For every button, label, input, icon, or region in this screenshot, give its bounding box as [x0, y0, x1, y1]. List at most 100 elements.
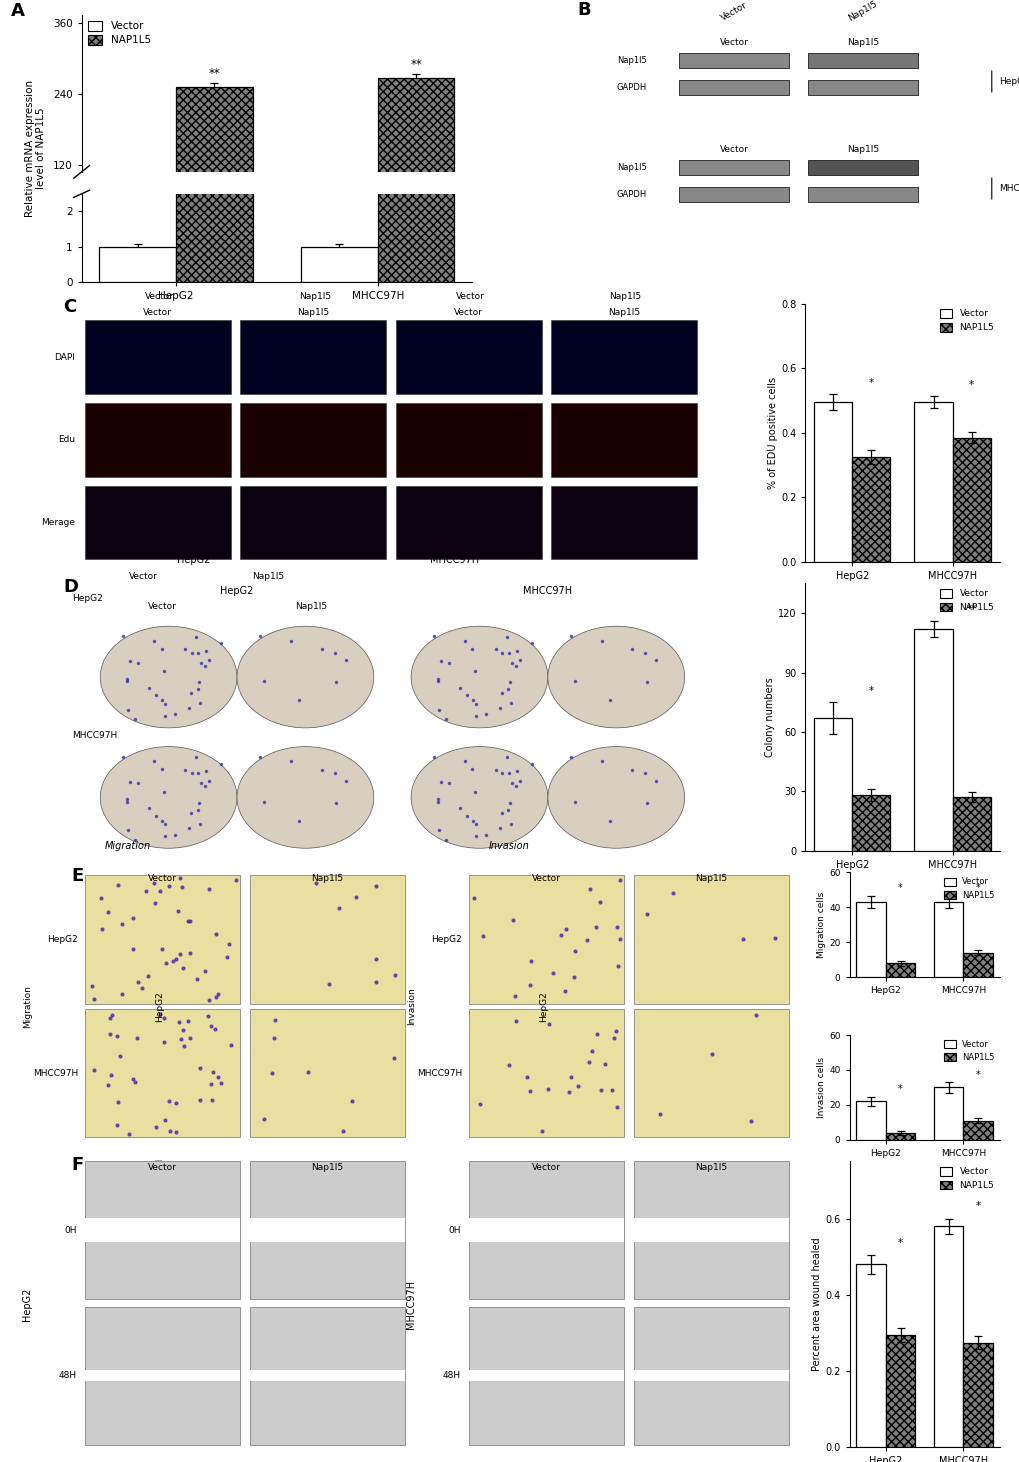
Ellipse shape	[411, 747, 547, 848]
Text: HepG2: HepG2	[999, 77, 1019, 86]
Bar	[807, 80, 917, 95]
Bar	[633, 1218, 789, 1243]
Text: Vector: Vector	[455, 292, 484, 301]
Text: Nap1l5: Nap1l5	[252, 572, 284, 580]
Bar	[679, 54, 788, 69]
Bar	[884, 963, 914, 977]
Bar	[377, 77, 454, 235]
Bar	[469, 876, 624, 1003]
Text: Vector: Vector	[718, 0, 748, 22]
Bar	[914, 629, 952, 851]
Text: Edu: Edu	[58, 436, 75, 444]
Text: Invasion: Invasion	[488, 841, 529, 851]
Bar	[85, 1370, 239, 1382]
Y-axis label: Colony numbers: Colony numbers	[764, 677, 774, 757]
Text: Merage: Merage	[42, 518, 75, 526]
Bar	[250, 1218, 405, 1243]
Text: A: A	[11, 1, 25, 20]
Text: Nap1l5: Nap1l5	[695, 1162, 727, 1173]
Text: *: *	[898, 1085, 902, 1095]
Bar	[250, 1009, 405, 1137]
Text: *: *	[975, 1070, 979, 1079]
Text: MHCC97H: MHCC97H	[999, 184, 1019, 193]
Ellipse shape	[100, 626, 236, 728]
Text: DAPI: DAPI	[54, 352, 75, 361]
Bar	[250, 1370, 405, 1382]
Bar	[933, 1227, 962, 1447]
Legend: Vector, NAP1L5: Vector, NAP1L5	[935, 585, 997, 616]
Bar	[952, 797, 989, 851]
Bar	[85, 1307, 239, 1444]
Text: Nap1l5: Nap1l5	[296, 602, 327, 611]
Text: Nap1l5: Nap1l5	[609, 292, 641, 301]
Text: Vector: Vector	[718, 145, 748, 154]
Bar	[301, 247, 377, 282]
Text: Vector: Vector	[148, 1162, 176, 1173]
Text: *: *	[868, 686, 873, 696]
Bar	[85, 1218, 239, 1243]
Bar	[633, 1009, 789, 1137]
Bar	[807, 54, 917, 69]
Legend: Vector, NAP1L5: Vector, NAP1L5	[87, 20, 152, 47]
Text: Vector: Vector	[532, 1162, 560, 1173]
Text: Nap1l5: Nap1l5	[616, 56, 646, 66]
Text: Invasion: Invasion	[407, 987, 416, 1025]
Bar	[395, 485, 541, 560]
Ellipse shape	[236, 747, 373, 848]
Text: HepG2: HepG2	[72, 594, 103, 604]
Text: **: **	[410, 58, 422, 72]
Text: Nap1l5: Nap1l5	[846, 145, 878, 154]
Text: *: *	[897, 1238, 902, 1247]
Y-axis label: Invasion cells: Invasion cells	[816, 1057, 825, 1118]
Y-axis label: Migration cells: Migration cells	[816, 892, 825, 958]
Text: HepG2: HepG2	[220, 586, 254, 596]
Legend: Vector, NAP1L5: Vector, NAP1L5	[935, 1164, 997, 1194]
Text: Vector: Vector	[453, 307, 483, 316]
Text: Nap1l5: Nap1l5	[607, 307, 640, 316]
Text: Vector: Vector	[532, 874, 560, 883]
Bar	[679, 187, 788, 202]
Text: F: F	[71, 1156, 84, 1174]
Bar	[856, 902, 884, 977]
Y-axis label: % of EDU positive cells: % of EDU positive cells	[767, 377, 777, 488]
Bar	[914, 402, 952, 561]
Text: MHCC97H: MHCC97H	[33, 1069, 78, 1077]
Bar	[679, 161, 788, 175]
Text: E: E	[71, 867, 84, 885]
Text: HepG2: HepG2	[176, 554, 210, 564]
Bar	[469, 1009, 624, 1137]
Bar	[85, 404, 230, 477]
Text: MHCC97H: MHCC97H	[72, 731, 117, 740]
Bar	[550, 404, 696, 477]
Text: Vector: Vector	[145, 292, 173, 301]
Text: **: **	[208, 67, 220, 80]
Text: Nap1l5: Nap1l5	[311, 874, 343, 883]
Text: HepG2: HepG2	[155, 991, 164, 1022]
Text: *: *	[975, 883, 979, 893]
Text: *: *	[974, 1202, 979, 1212]
Bar	[933, 902, 962, 977]
Text: HepG2: HepG2	[539, 991, 547, 1022]
Bar	[85, 485, 230, 560]
Text: Nap1l5: Nap1l5	[846, 0, 878, 22]
Text: Vector: Vector	[148, 874, 176, 883]
Text: Relative mRNA expression
level of NAP1L5: Relative mRNA expression level of NAP1L5	[24, 80, 47, 216]
Text: Vector: Vector	[148, 602, 176, 611]
Bar	[85, 1161, 239, 1298]
Text: D: D	[63, 577, 77, 596]
Text: HepG2: HepG2	[431, 934, 462, 944]
Text: HepG2: HepG2	[48, 934, 78, 944]
Text: *: *	[898, 883, 902, 893]
Text: Migration: Migration	[105, 841, 151, 851]
Text: MHCC97H: MHCC97H	[417, 1069, 462, 1077]
Text: Nap1l5: Nap1l5	[616, 164, 646, 173]
Bar	[377, 0, 454, 282]
Bar	[952, 437, 989, 561]
Text: GAPDH: GAPDH	[616, 83, 646, 92]
Bar	[85, 320, 230, 395]
Text: Nap1l5: Nap1l5	[695, 874, 727, 883]
Bar	[85, 876, 239, 1003]
Bar	[250, 1307, 405, 1444]
Ellipse shape	[236, 626, 373, 728]
Bar	[99, 247, 176, 282]
